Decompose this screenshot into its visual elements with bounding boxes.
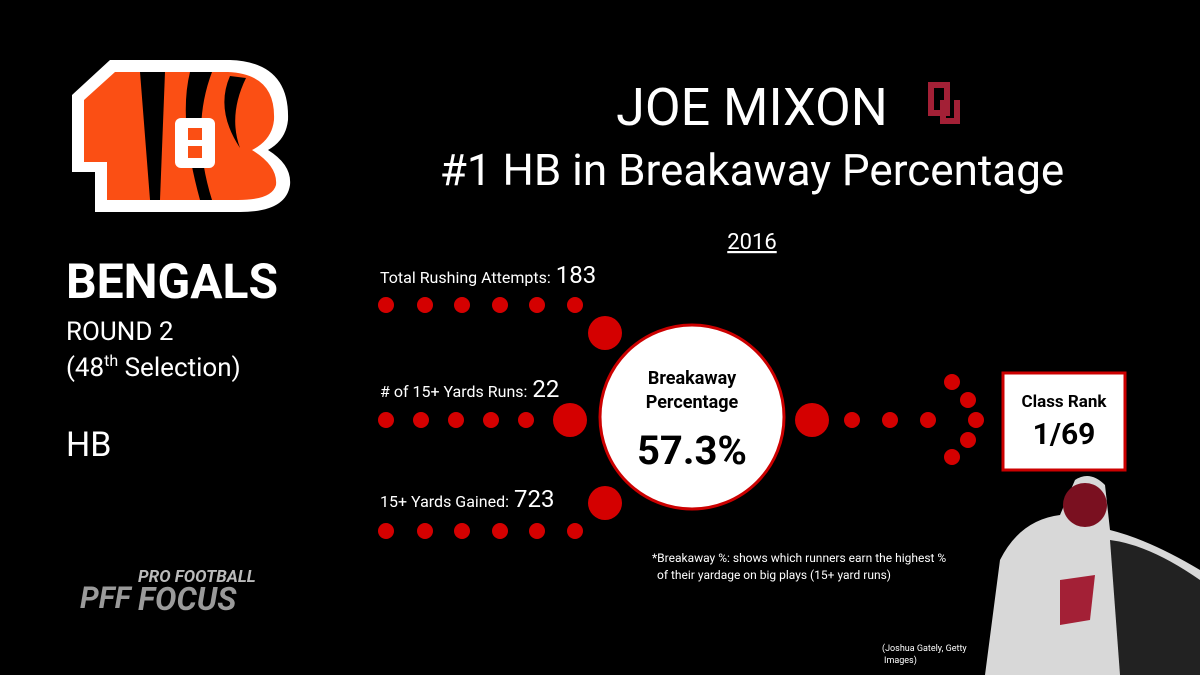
player-photo (985, 476, 1200, 675)
team-name: BENGALS (66, 253, 278, 310)
player-name: JOE MIXON (616, 77, 888, 138)
selection-suffix: th (104, 351, 118, 370)
stat-label: # of 15+ Yards Runs: (380, 382, 527, 401)
selection-rest: Selection) (118, 353, 240, 383)
breakaway-label: Breakaway (648, 368, 737, 389)
stat-row: # of 15+ Yards Runs: 22 (380, 375, 559, 403)
brand-line2: FOCUS (138, 580, 237, 618)
season: 2016 (727, 230, 776, 255)
brand-mark: PFF (80, 581, 133, 616)
stat-value: 723 (514, 485, 554, 513)
class-rank-value: 1/69 (1033, 417, 1096, 452)
breakaway-circle (598, 323, 786, 511)
class-rank-box (1001, 371, 1127, 472)
brand-logo: PFF PRO FOOTBALL FOCUS (80, 567, 256, 618)
stat-row: Total Rushing Attempts: 183 (380, 261, 596, 289)
stat-row: 15+ Yards Gained: 723 (380, 485, 554, 513)
stat-label: Total Rushing Attempts: (380, 268, 551, 287)
breakaway-label: Percentage (646, 392, 739, 413)
school-logo (928, 82, 960, 124)
photo-credit: (Joshua Gately, Getty (882, 643, 967, 654)
stat-value: 183 (556, 261, 596, 289)
footnote: *Breakaway %: shows which runners earn t… (652, 551, 946, 565)
subtitle: #1 HB in Breakaway Percentage (440, 144, 1065, 196)
dot-trails (378, 297, 984, 539)
breakaway-value: 57.3% (637, 427, 747, 474)
photo-credit: Images) (884, 655, 917, 666)
footnote: of their yardage on big plays (15+ yard … (657, 568, 891, 582)
class-rank-label: Class Rank (1021, 392, 1107, 412)
stat-value: 22 (532, 375, 559, 403)
draft-round: ROUND 2 (66, 317, 173, 347)
position: HB (66, 425, 111, 465)
brand-line1: PRO FOOTBALL (138, 567, 256, 587)
draft-selection: (48th Selection) (66, 351, 241, 383)
selection-prefix: (48 (66, 353, 104, 383)
team-logo (72, 60, 291, 212)
stat-label: 15+ Yards Gained: (380, 492, 509, 511)
